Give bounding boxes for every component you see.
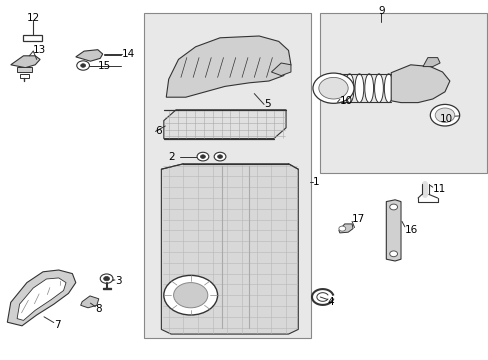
Text: 8: 8	[95, 304, 102, 314]
Polygon shape	[271, 63, 290, 76]
Text: 12: 12	[27, 13, 40, 23]
Text: 14: 14	[122, 49, 135, 59]
Text: 13: 13	[33, 45, 46, 55]
Text: 7: 7	[54, 320, 61, 330]
Circle shape	[217, 155, 222, 158]
Polygon shape	[161, 164, 298, 334]
Bar	[20, 74, 29, 78]
Text: 15: 15	[98, 60, 111, 71]
Bar	[23, 35, 42, 41]
Circle shape	[389, 251, 397, 257]
Circle shape	[197, 152, 208, 161]
Polygon shape	[338, 224, 352, 233]
Text: 10: 10	[439, 114, 452, 124]
Circle shape	[200, 155, 205, 158]
Circle shape	[163, 275, 217, 315]
Polygon shape	[17, 278, 66, 320]
Polygon shape	[81, 296, 99, 308]
Text: 5: 5	[264, 99, 270, 109]
Bar	[17, 67, 32, 72]
Text: 6: 6	[155, 126, 162, 136]
Bar	[144, 13, 310, 338]
Text: 2: 2	[168, 152, 175, 162]
Circle shape	[429, 104, 459, 126]
Text: 1: 1	[312, 177, 319, 187]
Text: 4: 4	[327, 297, 334, 307]
Polygon shape	[166, 36, 290, 97]
Circle shape	[81, 64, 85, 67]
Text: 16: 16	[404, 225, 417, 235]
Ellipse shape	[384, 74, 392, 103]
Circle shape	[214, 152, 225, 161]
Text: 9: 9	[377, 6, 384, 16]
Circle shape	[389, 204, 397, 210]
Circle shape	[434, 108, 454, 122]
Circle shape	[338, 226, 345, 231]
Text: 11: 11	[432, 184, 445, 194]
Polygon shape	[390, 65, 449, 103]
Circle shape	[100, 274, 113, 283]
Ellipse shape	[364, 74, 373, 103]
Circle shape	[312, 73, 353, 103]
Polygon shape	[422, 58, 439, 67]
Circle shape	[173, 283, 207, 308]
Ellipse shape	[325, 74, 334, 103]
Ellipse shape	[335, 74, 344, 103]
Polygon shape	[163, 110, 285, 139]
Polygon shape	[386, 200, 400, 261]
Ellipse shape	[345, 74, 353, 103]
Polygon shape	[7, 270, 76, 326]
Circle shape	[103, 276, 109, 281]
Ellipse shape	[354, 74, 363, 103]
Circle shape	[318, 77, 347, 99]
Text: 10: 10	[339, 96, 352, 106]
Polygon shape	[76, 50, 102, 61]
Ellipse shape	[374, 74, 383, 103]
Text: 3: 3	[115, 276, 122, 286]
Bar	[320, 13, 486, 173]
Text: 17: 17	[351, 214, 365, 224]
Polygon shape	[11, 56, 40, 68]
Circle shape	[77, 61, 89, 70]
